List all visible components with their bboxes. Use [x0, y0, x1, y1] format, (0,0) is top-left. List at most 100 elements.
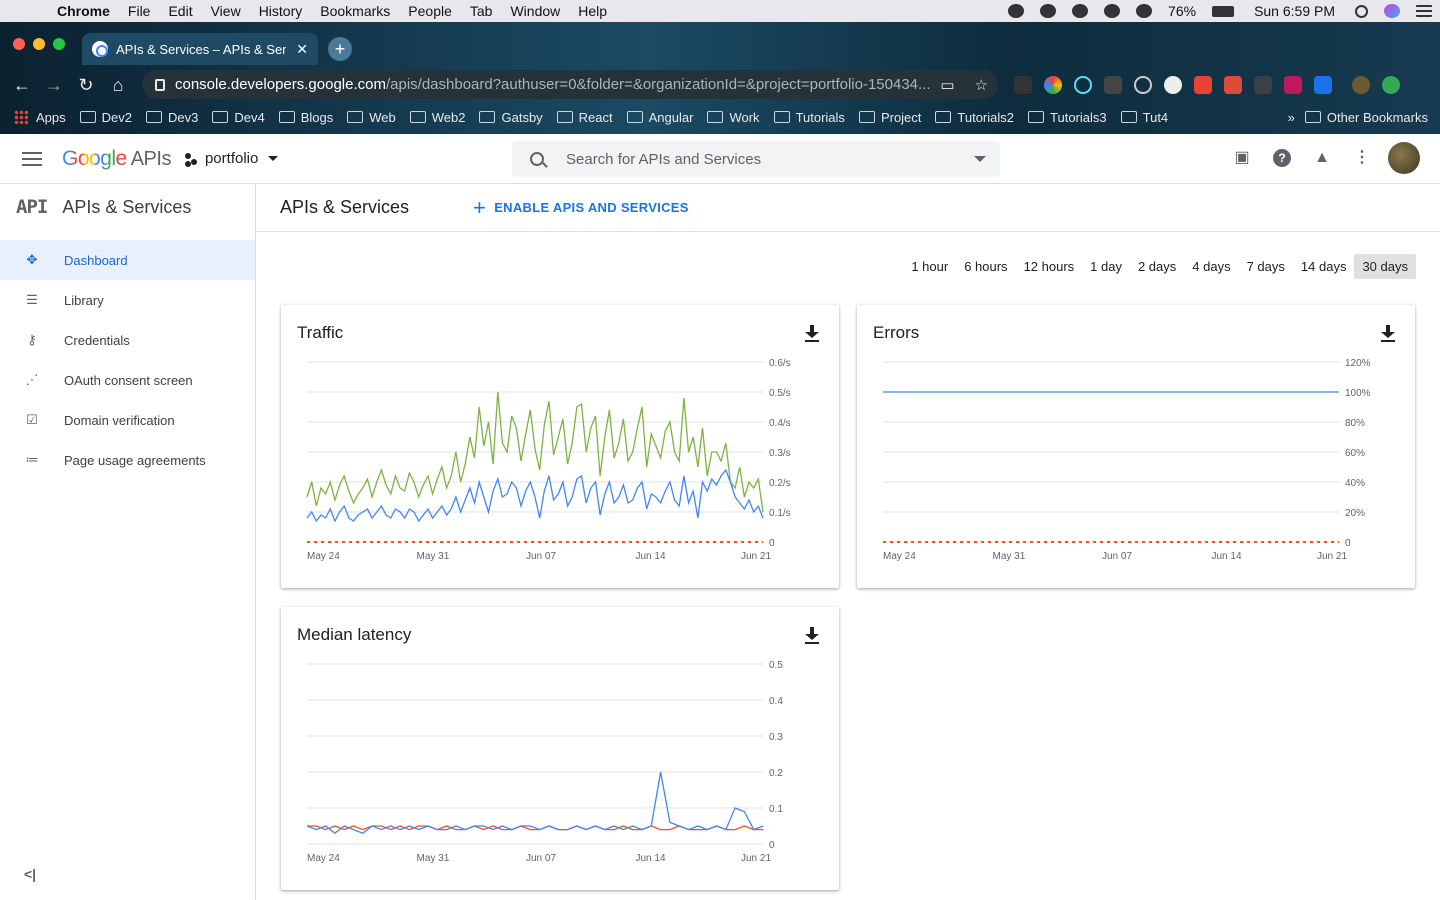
close-tab-icon[interactable]: ✕ [296, 40, 308, 57]
gift-icon[interactable]: ▣ [1234, 149, 1250, 166]
range-option[interactable]: 6 hours [964, 259, 1008, 274]
address-bar[interactable]: console.developers.google.com/apis/dashb… [142, 70, 998, 99]
bookmark-folder[interactable]: Dev3 [146, 110, 198, 125]
notifications-icon[interactable]: ▲ [1314, 149, 1330, 166]
extension-iq-icon[interactable] [1314, 76, 1332, 94]
lock-icon[interactable] [155, 78, 165, 91]
time-machine-icon[interactable] [1072, 4, 1089, 18]
new-tab-button[interactable]: + [328, 37, 352, 61]
google-apis-logo[interactable]: Google APIs [62, 147, 171, 171]
search-input[interactable]: Search for APIs and Services [512, 141, 1000, 177]
battery-percent[interactable]: 76% [1168, 3, 1197, 19]
bookmark-folder[interactable]: Dev4 [212, 110, 265, 125]
bookmark-folder[interactable]: Blogs [278, 110, 333, 125]
close-window-button[interactable] [13, 38, 25, 50]
range-option[interactable]: 12 hours [1023, 259, 1075, 274]
range-option-selected[interactable]: 30 days [1354, 254, 1416, 279]
extension-icon-4[interactable] [1104, 76, 1122, 94]
extension-icon-1[interactable] [1014, 76, 1032, 94]
clock[interactable]: Sun 6:59 PM [1254, 3, 1335, 19]
range-option[interactable]: 2 days [1137, 259, 1177, 274]
enable-apis-button[interactable]: + ENABLE APIS AND SERVICES [473, 195, 689, 221]
sidebar-item-dashboard[interactable]: ✥ Dashboard [0, 240, 255, 280]
main-menu-icon[interactable] [22, 151, 42, 166]
install-app-icon[interactable]: ▭ [940, 76, 955, 94]
bookmark-folder[interactable]: Tutorials3 [1028, 110, 1107, 125]
minimize-window-button[interactable] [33, 38, 45, 50]
bookmark-folder[interactable]: React [556, 110, 613, 125]
range-option[interactable]: 4 days [1192, 259, 1231, 274]
sidebar-item-domain-verification[interactable]: ☑ Domain verification [0, 400, 255, 440]
wifi-icon[interactable] [1104, 4, 1121, 18]
extension-icon-7[interactable] [1194, 76, 1212, 94]
back-icon[interactable]: ← [13, 75, 31, 95]
sidebar-item-page-usage[interactable]: ≔ Page usage agreements [0, 440, 255, 480]
bookmark-folder[interactable]: Dev2 [79, 110, 132, 125]
menu-view[interactable]: View [210, 3, 241, 19]
menu-tab[interactable]: Tab [469, 3, 493, 19]
battery-icon[interactable] [1212, 5, 1235, 17]
account-avatar[interactable] [1388, 142, 1420, 174]
creative-cloud-icon[interactable] [1040, 4, 1057, 18]
menu-help[interactable]: Help [578, 3, 608, 19]
siri-icon[interactable] [1384, 4, 1400, 18]
bookmark-apps[interactable]: Apps [0, 110, 66, 125]
sidebar-item-oauth[interactable]: ⋰ OAuth consent screen [0, 360, 255, 400]
extension-icon-9[interactable] [1254, 76, 1272, 94]
menu-app-name[interactable]: Chrome [57, 3, 110, 19]
menu-file[interactable]: File [127, 3, 151, 19]
range-option[interactable]: 7 days [1246, 259, 1285, 274]
bookmark-folder[interactable]: Project [858, 110, 921, 125]
menu-window[interactable]: Window [510, 3, 561, 19]
status-app-icon[interactable] [1008, 4, 1025, 18]
bookmark-folder[interactable]: Tutorials2 [935, 110, 1014, 125]
download-icon[interactable] [805, 325, 819, 341]
menu-people[interactable]: People [408, 3, 452, 19]
volume-icon[interactable] [1136, 4, 1153, 18]
help-icon[interactable]: ? [1273, 149, 1291, 167]
collapse-sidebar-icon[interactable]: <| [24, 866, 37, 882]
range-option[interactable]: 1 hour [911, 259, 949, 274]
update-icon[interactable] [1382, 76, 1400, 94]
spotlight-icon[interactable] [1355, 4, 1368, 18]
profile-avatar-icon[interactable] [1352, 76, 1370, 94]
bookmark-star-icon[interactable]: ☆ [974, 76, 988, 94]
forward-icon[interactable]: → [45, 75, 63, 95]
extension-icon-6[interactable] [1164, 76, 1182, 94]
extension-icon-5[interactable] [1134, 76, 1152, 94]
sidebar-item-library[interactable]: ☰ Library [0, 280, 255, 320]
menu-bookmarks[interactable]: Bookmarks [320, 3, 391, 19]
notification-center-icon[interactable] [1416, 5, 1432, 17]
x-tick-label: May 24 [307, 551, 340, 562]
google-plus-icon[interactable] [1224, 76, 1242, 94]
range-option[interactable]: 14 days [1300, 259, 1347, 274]
extension-color-picker-icon[interactable] [1044, 76, 1062, 94]
bookmark-folder[interactable]: Web [347, 110, 396, 125]
bookmark-folder[interactable]: Tutorials [773, 110, 845, 125]
bookmarks-overflow-button[interactable]: » [1287, 109, 1295, 125]
project-icon [184, 152, 197, 165]
bookmark-folder[interactable]: Tut4 [1120, 110, 1168, 125]
menu-edit[interactable]: Edit [168, 3, 193, 19]
menu-history[interactable]: History [258, 3, 303, 19]
apple-menu-icon[interactable] [20, 3, 36, 19]
sidebar-item-credentials[interactable]: ⚷ Credentials [0, 320, 255, 360]
download-icon[interactable] [1381, 325, 1395, 341]
bookmark-folder[interactable]: Web2 [409, 110, 465, 125]
other-bookmarks[interactable]: Other Bookmarks [1304, 110, 1428, 125]
bookmark-folder[interactable]: Work [707, 110, 760, 125]
extension-icon-10[interactable] [1284, 76, 1302, 94]
download-icon[interactable] [805, 627, 819, 643]
react-devtools-icon[interactable] [1074, 76, 1092, 94]
project-selector[interactable]: portfolio [184, 150, 279, 167]
home-icon[interactable]: ⌂ [112, 75, 124, 95]
zoom-window-button[interactable] [53, 38, 65, 50]
more-vert-icon[interactable]: ⋮ [1354, 149, 1370, 166]
bookmark-folder[interactable]: Angular [626, 110, 693, 125]
range-option[interactable]: 1 day [1090, 259, 1122, 274]
bookmark-folder[interactable]: Gatsby [479, 110, 543, 125]
browser-tab-active[interactable]: APIs & Services – APIs & Servic ✕ [82, 33, 318, 65]
reload-icon[interactable]: ↻ [78, 75, 94, 95]
search-dropdown-icon[interactable] [974, 156, 986, 162]
url-text[interactable]: console.developers.google.com/apis/dashb… [175, 76, 931, 93]
